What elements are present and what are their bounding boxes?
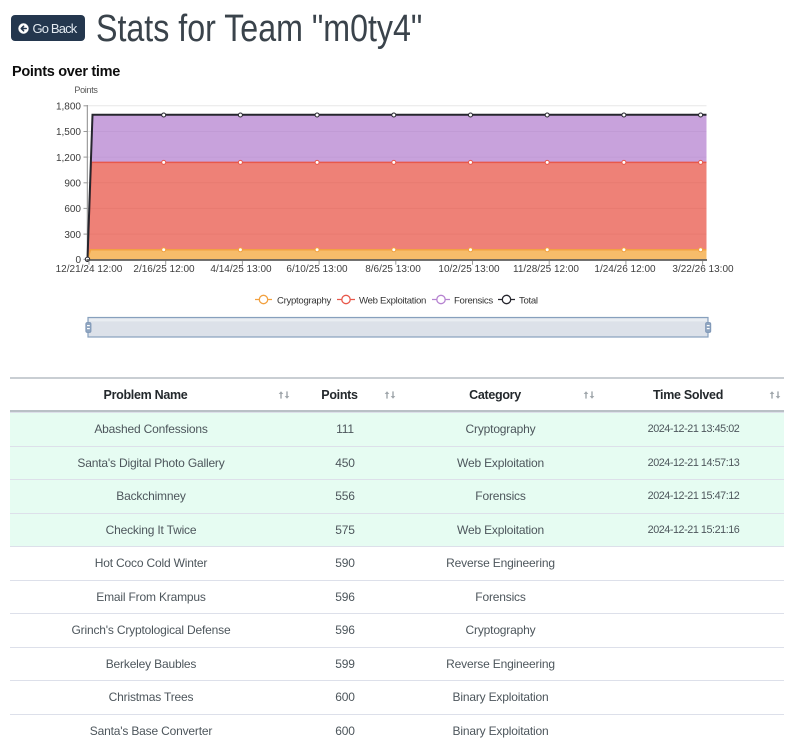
svg-text:Total: Total (519, 296, 538, 307)
svg-text:900: 900 (64, 179, 81, 190)
svg-text:600: 600 (64, 204, 81, 215)
svg-text:Web Exploitation: Web Exploitation (359, 296, 426, 307)
svg-text:0: 0 (75, 255, 81, 266)
svg-text:3/22/26 13:00: 3/22/26 13:00 (672, 264, 734, 275)
svg-text:Cryptography: Cryptography (277, 296, 331, 307)
svg-text:1,800: 1,800 (56, 102, 81, 113)
svg-text:4/14/25 13:00: 4/14/25 13:00 (210, 264, 272, 275)
svg-text:Forensics: Forensics (454, 296, 493, 307)
svg-text:1/24/26 12:00: 1/24/26 12:00 (594, 264, 656, 275)
svg-text:6/10/25 13:00: 6/10/25 13:00 (286, 264, 348, 275)
svg-text:1,500: 1,500 (56, 127, 81, 138)
svg-text:11/28/25 12:00: 11/28/25 12:00 (513, 264, 579, 275)
svg-text:8/6/25 13:00: 8/6/25 13:00 (365, 264, 421, 275)
svg-text:1,200: 1,200 (56, 153, 81, 164)
svg-text:300: 300 (64, 230, 81, 241)
svg-text:Points: Points (74, 85, 98, 95)
svg-text:10/2/25 13:00: 10/2/25 13:00 (438, 264, 500, 275)
svg-text:12/21/24 12:00: 12/21/24 12:00 (56, 264, 123, 275)
svg-text:2/16/25 12:00: 2/16/25 12:00 (133, 264, 195, 275)
